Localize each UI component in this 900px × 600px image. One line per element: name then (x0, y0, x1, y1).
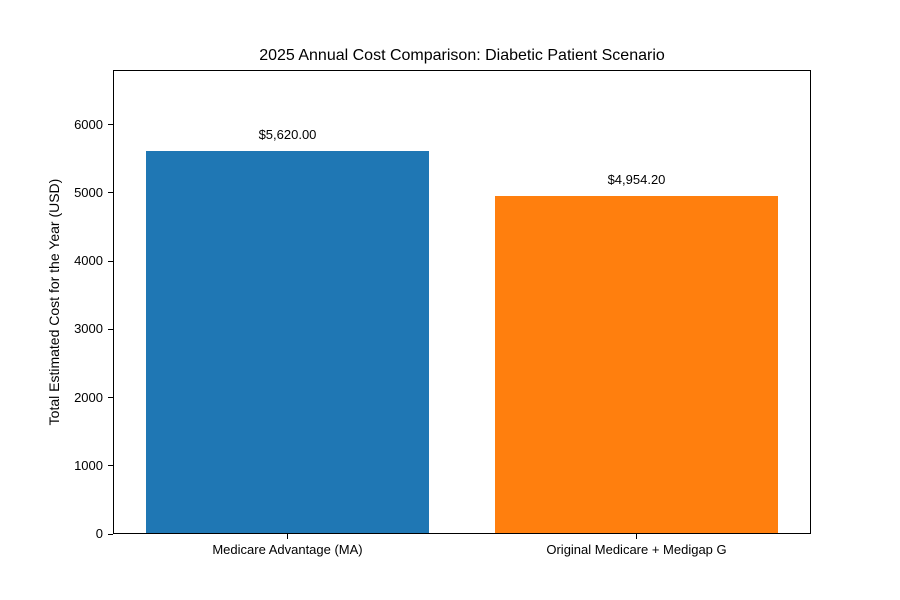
y-tick-mark (108, 260, 113, 262)
y-tick-label: 6000 (74, 116, 103, 132)
plot-area (113, 70, 811, 534)
y-tick-label: 1000 (74, 457, 103, 473)
y-axis-label: Total Estimated Cost for the Year (USD) (46, 178, 62, 426)
y-tick-label: 3000 (74, 321, 103, 337)
x-tick-mark (287, 534, 288, 539)
y-tick-mark (108, 465, 113, 467)
bar-original-medicare-medigap (495, 196, 778, 533)
y-tick-label: 5000 (74, 184, 103, 200)
y-tick-mark (108, 533, 113, 535)
y-tick-mark (108, 124, 113, 126)
y-tick-label: 2000 (74, 389, 103, 405)
x-tick-label: Original Medicare + Medigap G (546, 542, 727, 557)
bar-value-label: $4,954.20 (607, 171, 666, 187)
bar-medicare-advantage (146, 151, 429, 533)
y-tick-mark (108, 192, 113, 194)
x-tick-mark (636, 534, 637, 539)
y-tick-mark (108, 397, 113, 399)
chart-title: 2025 Annual Cost Comparison: Diabetic Pa… (259, 47, 665, 64)
x-tick-label: Medicare Advantage (MA) (212, 542, 363, 557)
y-tick-mark (108, 328, 113, 330)
y-tick-label: 4000 (74, 253, 103, 269)
bar-value-label: $5,620.00 (258, 126, 317, 142)
y-tick-label: 0 (95, 526, 103, 541)
